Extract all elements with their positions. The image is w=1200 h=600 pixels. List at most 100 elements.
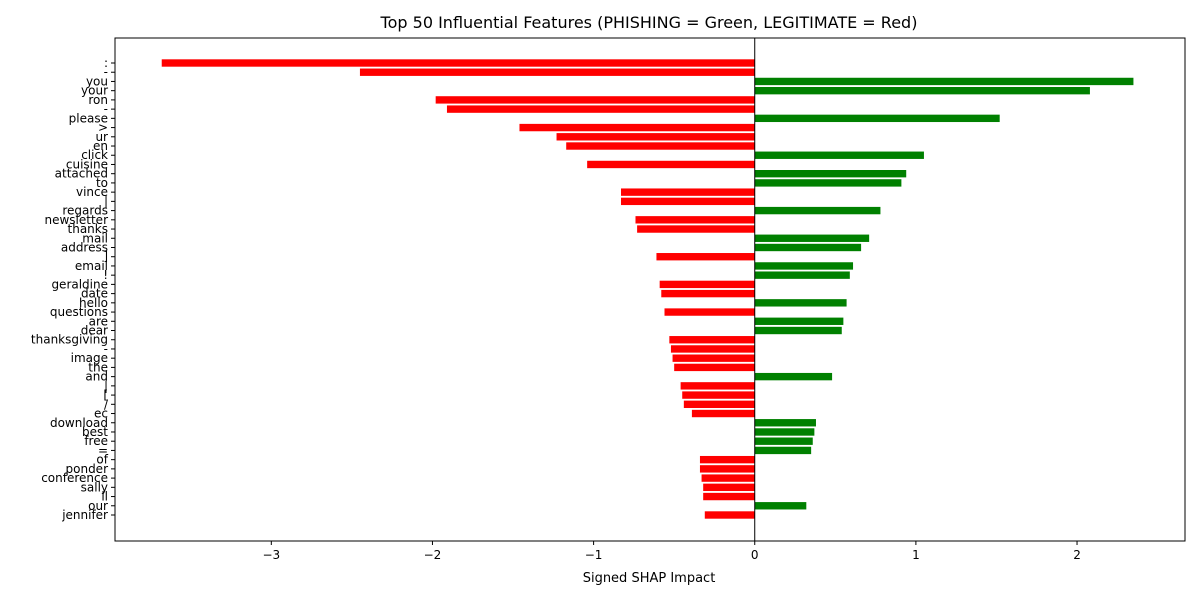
y-tick-label: your [81, 84, 108, 98]
y-tick-label: vince [76, 185, 108, 199]
y-tick-label: of [96, 453, 108, 467]
plot-area-frame [114, 37, 1186, 542]
bar-46 [703, 483, 755, 492]
bar-19 [754, 234, 870, 242]
y-tick-label: image [71, 351, 108, 365]
y-tick-label: ponder [66, 462, 109, 476]
y-tick-label: : [104, 56, 108, 70]
bar-9 [566, 142, 755, 150]
y-tick-label: the [88, 360, 108, 374]
y-tick-label: [ [103, 388, 108, 402]
x-axis-label: Signed SHAP Impact [583, 571, 716, 586]
bar-20 [754, 243, 862, 252]
y-tick-label: en [93, 139, 108, 153]
y-tick-label: ll [101, 490, 108, 504]
bar-40 [754, 428, 815, 436]
bar-6 [754, 114, 1000, 123]
y-tick-label: cuisine [66, 157, 108, 171]
y-tick-label: email [75, 259, 108, 273]
bar-36 [682, 391, 755, 399]
y-tick-label: ur [95, 130, 108, 144]
bars-group [161, 59, 1134, 519]
y-tick-label: - [104, 102, 108, 116]
y-tick-label: - [104, 65, 108, 79]
bar-11 [587, 160, 755, 169]
y-tick-label: dear [81, 324, 108, 338]
bar-23 [754, 271, 850, 279]
y-tick-label: are [89, 314, 108, 328]
bar-17 [635, 216, 755, 224]
y-tick-label: attached [55, 167, 108, 181]
bar-35 [680, 382, 755, 390]
bar-7 [519, 123, 755, 132]
bar-48 [754, 502, 807, 510]
x-tick-label: −3 [262, 548, 280, 562]
bar-3 [754, 86, 1090, 95]
y-tick-label: and [85, 370, 108, 384]
bar-30 [669, 336, 755, 344]
bar-10 [754, 151, 924, 159]
y-tick-label: thanksgiving [31, 333, 108, 347]
y-tick-label: mail [82, 231, 108, 245]
bar-29 [754, 326, 842, 335]
x-tick-label: −2 [424, 548, 442, 562]
y-tick-label: date [81, 287, 108, 301]
bar-49 [704, 511, 755, 519]
y-tick-label: conference [41, 471, 108, 485]
bar-4 [435, 96, 755, 104]
bar-42 [754, 446, 812, 455]
y-tick-label: = [98, 443, 108, 457]
bar-26 [754, 299, 847, 307]
bar-41 [754, 437, 813, 445]
y-tick-label: / [104, 397, 109, 411]
bar-1 [359, 68, 755, 76]
bar-2 [754, 77, 1134, 86]
bar-27 [664, 308, 755, 316]
bar-45 [701, 474, 755, 482]
chart-title: Top 50 Influential Features (PHISHING = … [380, 13, 918, 32]
bar-32 [672, 354, 755, 362]
bar-34 [754, 372, 833, 381]
bar-12 [754, 170, 907, 178]
y-tick-label: > [98, 121, 108, 135]
y-tick-label: jennifer [61, 508, 108, 522]
bar-14 [620, 188, 755, 196]
bar-33 [674, 363, 755, 372]
x-tick-label: 0 [751, 548, 759, 562]
y-tick-label: please [69, 111, 108, 125]
x-tick-label: 2 [1073, 548, 1081, 562]
y-tick-label: hello [79, 296, 108, 310]
x-tick-label: 1 [912, 548, 920, 562]
bar-39 [754, 419, 816, 427]
bar-22 [754, 262, 854, 270]
bar-43 [699, 455, 755, 464]
y-tick-label: ] [103, 250, 108, 264]
y-tick-label: | [104, 194, 108, 208]
bar-44 [699, 465, 755, 473]
y-tick-label: geraldine [51, 277, 108, 291]
y-tick-label: sally [81, 480, 108, 494]
y-tick-label: ron [88, 93, 108, 107]
bar-18 [637, 225, 755, 233]
bar-15 [620, 197, 755, 206]
x-tick-label: −1 [585, 548, 603, 562]
y-tick-label: address [61, 240, 108, 254]
bar-38 [691, 409, 755, 418]
y-tick-label: thanks [68, 222, 108, 236]
bar-25 [661, 289, 755, 298]
bar-37 [683, 400, 755, 408]
bar-16 [754, 206, 881, 215]
y-tick-label: | [104, 379, 108, 393]
y-tick-label: download [50, 416, 108, 430]
y-tick-label: - [104, 342, 108, 356]
bar-5 [446, 105, 755, 113]
bar-28 [754, 317, 844, 325]
y-tick-label: free [84, 434, 108, 448]
y-tick-label: ec [94, 407, 108, 421]
bar-24 [659, 280, 755, 289]
y-tick-label: questions [50, 305, 108, 319]
y-tick-label: you [86, 74, 108, 88]
bar-21 [656, 253, 755, 261]
bar-47 [703, 492, 755, 501]
